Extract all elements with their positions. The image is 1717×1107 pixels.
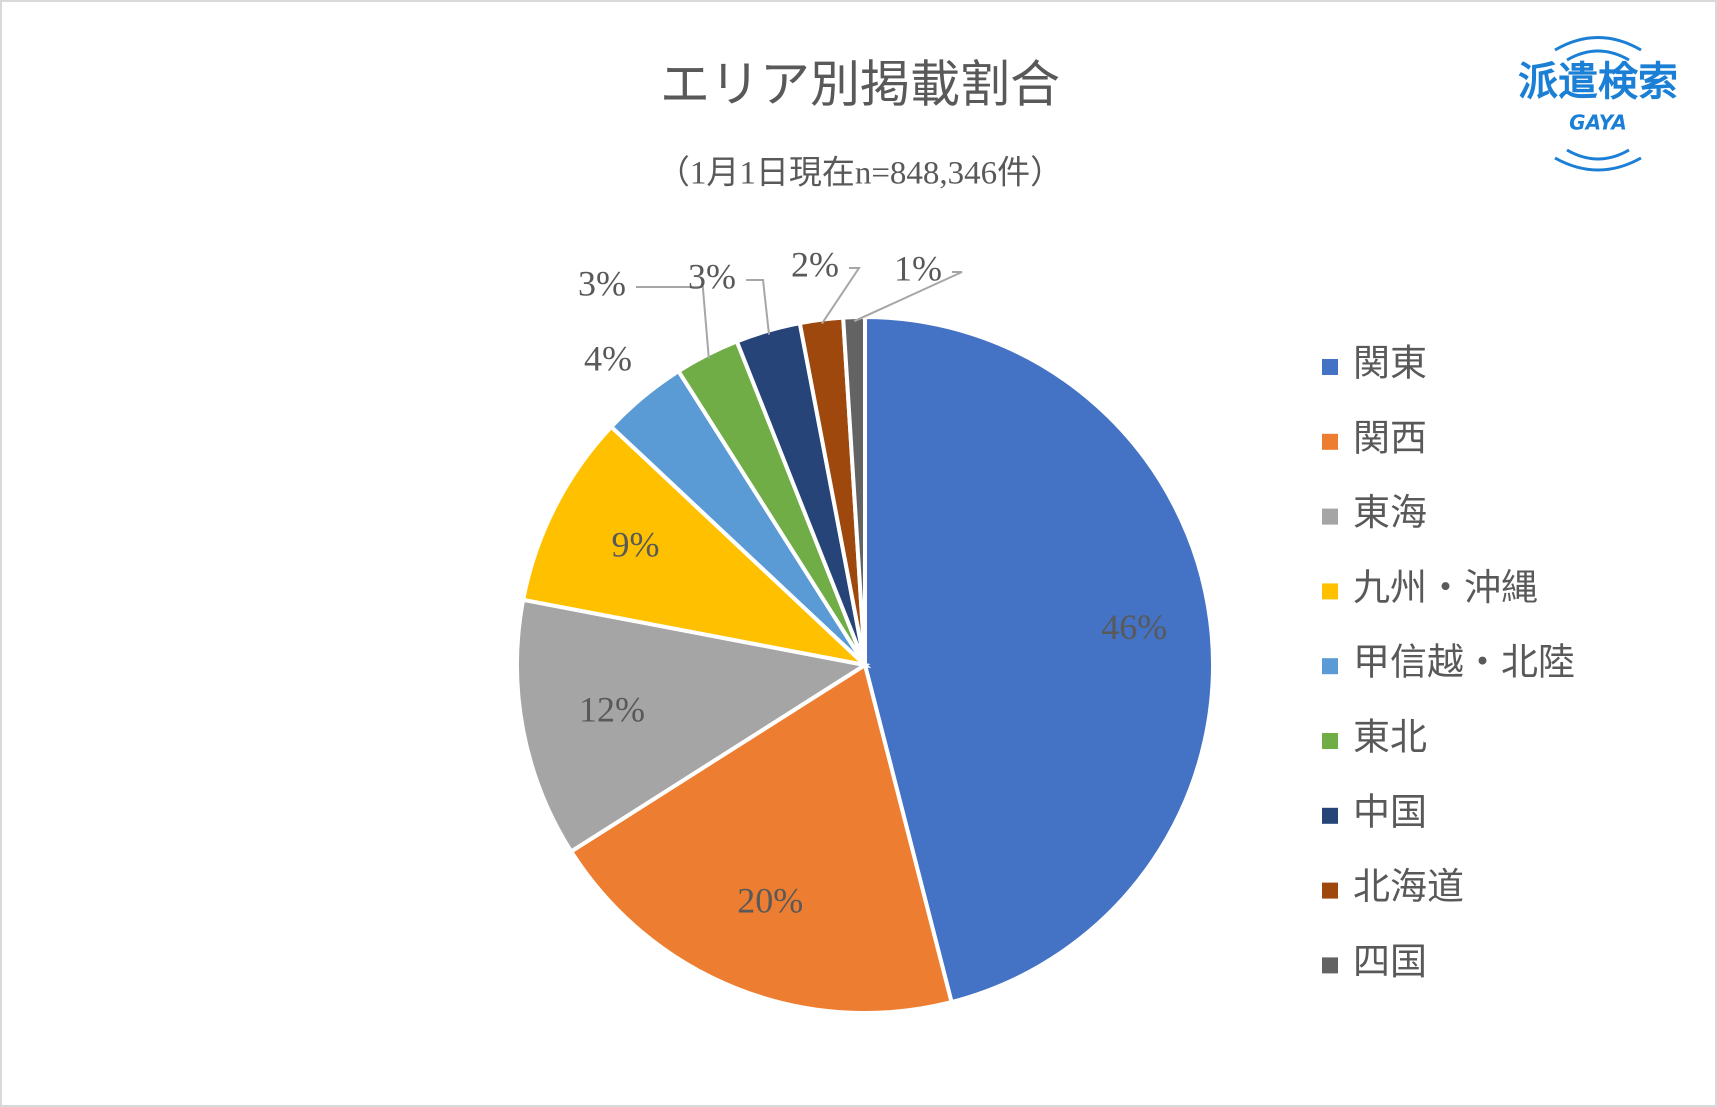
legend-label: 東北 bbox=[1353, 716, 1427, 758]
data-label: 12% bbox=[579, 690, 645, 730]
chart-subtitle: （1月1日現在n=848,346件） bbox=[657, 155, 1063, 192]
legend-swatch bbox=[1322, 508, 1338, 525]
legend-label: 中国 bbox=[1353, 792, 1427, 833]
pie-slice bbox=[863, 314, 1215, 1005]
legend-swatch bbox=[1322, 733, 1338, 749]
logo-arc bbox=[1566, 148, 1630, 161]
data-label: 46% bbox=[1101, 607, 1167, 647]
leader-line bbox=[636, 286, 710, 359]
pie-slice bbox=[520, 423, 872, 669]
legend-label: 東海 bbox=[1353, 492, 1427, 534]
data-label: 20% bbox=[737, 881, 803, 921]
logo-sub: GAYA bbox=[1569, 111, 1627, 135]
legend-label: 関西 bbox=[1353, 418, 1427, 459]
pie-slice bbox=[515, 597, 871, 855]
logo-name: 派遣検索 bbox=[1518, 59, 1678, 105]
data-label: 4% bbox=[584, 338, 632, 378]
legend-swatch bbox=[1322, 583, 1338, 600]
pie-slice bbox=[568, 661, 954, 1015]
logo-arc bbox=[1566, 49, 1630, 62]
chart-title: エリア別掲載割合 bbox=[660, 56, 1060, 112]
leader-line bbox=[746, 279, 771, 335]
legend-label: 関東 bbox=[1353, 342, 1427, 384]
legend-swatch bbox=[1322, 807, 1338, 824]
logo-arc bbox=[1554, 36, 1642, 52]
legend-label: 四国 bbox=[1353, 942, 1427, 983]
data-label: 2% bbox=[791, 244, 839, 284]
legend-swatch bbox=[1322, 882, 1338, 899]
legend-swatch bbox=[1322, 433, 1338, 450]
legend-swatch bbox=[1322, 957, 1338, 974]
data-label: 3% bbox=[688, 256, 736, 296]
legend-label: 九州・沖縄 bbox=[1353, 568, 1538, 609]
legend-swatch bbox=[1322, 359, 1338, 375]
legend-swatch bbox=[1322, 658, 1338, 675]
data-label: 3% bbox=[578, 263, 626, 303]
leader-line bbox=[821, 267, 861, 325]
legend-label: 北海道 bbox=[1353, 866, 1464, 908]
data-label: 1% bbox=[894, 248, 942, 288]
data-label: 9% bbox=[612, 524, 660, 564]
leader-line bbox=[853, 271, 963, 323]
logo: 派遣検索 GAYA bbox=[1518, 36, 1678, 172]
legend-label: 甲信越・北陸 bbox=[1353, 642, 1575, 684]
logo-arc bbox=[1554, 156, 1642, 172]
